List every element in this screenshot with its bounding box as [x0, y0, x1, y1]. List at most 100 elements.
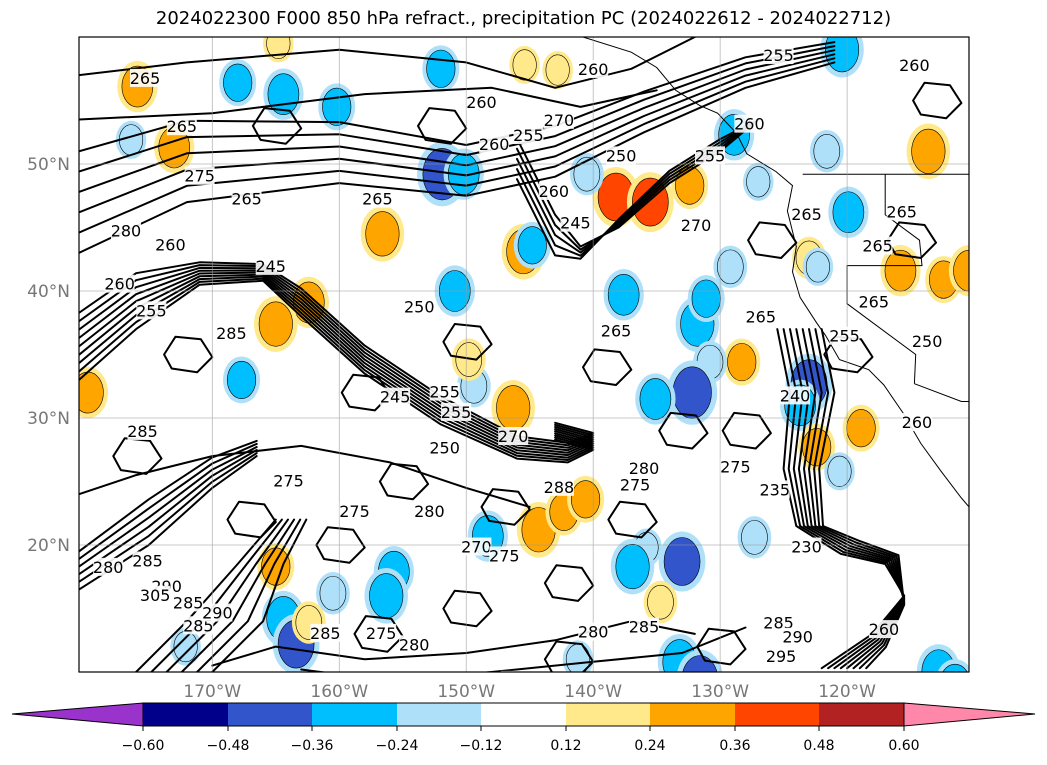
contour-label-bg	[399, 635, 430, 654]
contour-label: 260	[899, 56, 930, 75]
contour-label-bg	[538, 181, 569, 200]
lon-tick-label: 120°W	[818, 682, 876, 702]
closed-contour	[582, 348, 633, 386]
contour-label-bg	[489, 546, 520, 565]
contour-label-bg	[763, 613, 794, 632]
colorbar-extend-high	[903, 702, 1036, 727]
contour-label-bg	[628, 458, 659, 477]
contour-label-bg	[543, 477, 574, 496]
contour-label-bg	[127, 421, 158, 440]
contour-label-bg	[500, 670, 531, 672]
contour-label: 295	[933, 675, 964, 694]
contour-label-bg	[231, 189, 262, 208]
contour-label-bg	[429, 438, 460, 457]
contour-label-bg	[132, 551, 163, 570]
closed-contour	[378, 462, 430, 501]
precip-blob	[223, 63, 253, 102]
contour-label-bg	[606, 146, 637, 165]
contour-label-bg	[720, 457, 751, 476]
contour-label-bg	[414, 501, 445, 520]
contour-label-bg	[429, 382, 460, 401]
colorbar-segment	[650, 703, 735, 726]
precip-blob	[319, 575, 347, 611]
contour-label-bg	[780, 386, 811, 405]
jet-contour	[79, 279, 595, 464]
contour-label-bg	[912, 331, 943, 350]
contour-label-bg	[366, 623, 397, 642]
contour-label-bg	[791, 537, 822, 556]
contour-label-bg	[899, 56, 930, 75]
contour-label-bg	[466, 93, 497, 112]
colorbar-frame	[142, 702, 905, 727]
precip-blob	[741, 520, 768, 555]
contour-label-bg	[93, 557, 124, 576]
lon-tick-label: 150°W	[437, 682, 495, 702]
contour-label: 270	[544, 111, 575, 130]
closed-contour	[442, 323, 493, 361]
contour-label-bg	[155, 235, 186, 254]
precip-blob	[79, 371, 104, 414]
contour-label: 265	[862, 237, 893, 256]
contour-label-bg	[362, 189, 393, 208]
contour-label-bg	[479, 134, 510, 153]
closed-contour	[480, 488, 531, 526]
closed-contour	[886, 221, 937, 259]
contour-label-bg	[766, 646, 797, 665]
contour-label: 275	[720, 458, 751, 477]
contour-label: 260	[539, 182, 570, 201]
contour-label: 288	[544, 478, 575, 497]
contour-label: 260	[578, 60, 609, 79]
contour-label: 255	[513, 126, 544, 145]
closed-contour	[442, 589, 493, 628]
precip-blob	[258, 301, 293, 347]
colorbar-segment	[143, 703, 228, 726]
contour-label-bg	[173, 593, 204, 612]
precip-blob	[545, 54, 570, 86]
colorbar-tick-label: −0.48	[207, 738, 250, 754]
contour-label-bg	[216, 324, 247, 343]
contour-label-bg	[829, 326, 860, 345]
contour-label: 265	[601, 322, 632, 341]
gridlines	[79, 37, 969, 672]
colorbar-tick-label: 0.36	[719, 738, 750, 754]
contour-label: 250	[606, 146, 637, 165]
contour-label-bg	[166, 117, 197, 136]
contour-label: 280	[399, 635, 430, 654]
contour-label: 295	[500, 671, 531, 690]
colorbar-tick-label: −0.12	[460, 738, 503, 754]
contour-label: 250	[429, 438, 460, 457]
contour-label: 285	[629, 618, 660, 637]
contour-label: 280	[629, 459, 660, 478]
contour-label-bg	[104, 274, 135, 293]
lat-tick-label: 20°N	[27, 536, 70, 556]
closed-contour	[543, 564, 595, 602]
contour-label: 265	[130, 69, 161, 88]
contour-label: 260	[902, 413, 933, 432]
jet-contour	[79, 261, 595, 444]
contour-label: 235	[759, 480, 790, 499]
contour-label-bg	[862, 236, 893, 255]
closed-contour	[721, 411, 772, 450]
jet-contour	[79, 266, 595, 449]
contour-label: 295	[766, 647, 797, 666]
contour-label: 290	[202, 604, 233, 623]
contour-label: 285	[310, 624, 341, 643]
contour-label: 275	[366, 624, 397, 643]
contour-label-bg	[901, 685, 931, 703]
precip-blob	[426, 49, 456, 88]
colorbar-segment	[228, 703, 312, 726]
contour-label: 265	[859, 292, 890, 311]
sw-contour	[180, 518, 296, 672]
contour-label-bg	[934, 675, 964, 693]
contour-label: 245	[560, 214, 591, 233]
contour-label: 280	[93, 558, 124, 577]
contour-label-bg	[184, 166, 215, 185]
contour-label-bg	[858, 292, 889, 311]
contour-label: 270	[498, 427, 529, 446]
precip-blob	[832, 191, 865, 234]
contour-label-bg	[901, 413, 932, 432]
contour-label-bg	[273, 471, 304, 490]
precip-blob	[727, 343, 757, 382]
contour-label-bg	[620, 475, 651, 494]
contour-label: 270	[461, 538, 492, 557]
